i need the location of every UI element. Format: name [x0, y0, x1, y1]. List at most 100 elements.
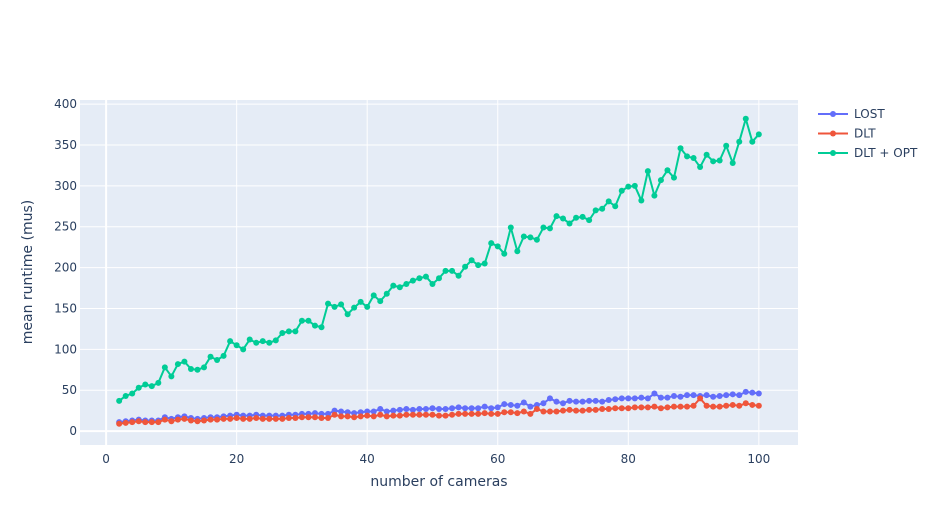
data-point-dlt [546, 408, 553, 415]
data-point-dlt-opt [710, 158, 717, 165]
data-point-lost [338, 408, 345, 415]
data-point-dlt [416, 411, 423, 418]
data-point-lost [560, 400, 567, 407]
data-point-lost [664, 394, 671, 401]
data-point-dlt-opt [383, 290, 390, 297]
data-point-dlt-opt [520, 233, 527, 240]
data-point-dlt-opt [142, 381, 149, 388]
data-point-dlt [246, 415, 253, 422]
data-point-dlt [168, 418, 175, 425]
y-tick-label: 150 [54, 301, 77, 315]
data-point-dlt-opt [370, 292, 377, 299]
data-point-dlt [161, 416, 168, 423]
data-point-lost [546, 395, 553, 402]
data-point-dlt-opt [566, 220, 573, 227]
data-point-dlt-opt [579, 213, 586, 220]
data-point-lost [644, 395, 651, 402]
data-point-dlt [331, 411, 338, 418]
data-point-dlt [560, 407, 567, 414]
series-dlt-opt [116, 115, 762, 404]
data-point-dlt [507, 409, 514, 416]
data-point-dlt-opt [723, 142, 730, 149]
data-point-dlt [298, 414, 305, 421]
data-point-dlt-opt [742, 115, 749, 122]
data-point-dlt [481, 410, 488, 417]
data-point-dlt-opt [351, 304, 358, 311]
data-point-dlt [201, 417, 208, 424]
data-point-dlt-opt [174, 361, 181, 368]
legend-label: LOST [854, 107, 885, 121]
data-point-dlt-opt [618, 187, 625, 194]
data-point-dlt [684, 403, 691, 410]
data-point-dlt [279, 415, 286, 422]
data-point-dlt-opt [755, 131, 762, 138]
data-point-dlt-opt [227, 338, 234, 345]
legend-item-lost[interactable]: LOST [818, 107, 885, 121]
data-point-lost [494, 404, 501, 411]
data-point-dlt [187, 417, 194, 424]
legend[interactable]: LOST DLT DLT + OPT [818, 107, 918, 160]
data-series [116, 115, 762, 427]
data-point-dlt [749, 401, 756, 408]
data-point-dlt-opt [364, 303, 371, 310]
x-tick-label: 20 [229, 452, 244, 466]
data-point-dlt-opt [155, 379, 162, 386]
data-point-dlt [174, 416, 181, 423]
data-point-dlt [272, 415, 279, 422]
data-point-dlt [573, 407, 580, 414]
data-point-dlt [501, 409, 508, 416]
data-point-dlt [396, 412, 403, 419]
plot-background [80, 100, 798, 445]
data-point-dlt-opt [161, 364, 168, 371]
data-point-lost [742, 388, 749, 395]
data-point-lost [442, 406, 449, 413]
data-point-dlt-opt [377, 298, 384, 305]
data-point-dlt [651, 403, 658, 410]
legend-label: DLT [854, 127, 876, 141]
y-tick-label: 50 [62, 383, 77, 397]
data-point-dlt [240, 415, 247, 422]
data-point-dlt [422, 411, 429, 418]
data-point-lost [631, 395, 638, 402]
data-point-dlt-opt [703, 151, 710, 158]
y-axis-title: mean runtime (mus) [20, 200, 36, 344]
data-point-dlt [390, 412, 397, 419]
data-point-lost [592, 397, 599, 404]
legend-item-dlt[interactable]: DLT [818, 127, 876, 141]
data-point-dlt-opt [631, 182, 638, 189]
legend-item-dlt-opt[interactable]: DLT + OPT [818, 146, 918, 160]
data-point-dlt-opt [285, 328, 292, 335]
data-point-dlt-opt [560, 215, 567, 222]
data-point-lost [455, 404, 462, 411]
data-point-dlt-opt [338, 301, 345, 308]
data-point-dlt-opt [168, 373, 175, 380]
data-point-dlt-opt [651, 192, 658, 199]
data-point-dlt [690, 402, 697, 409]
data-point-dlt-opt [449, 267, 456, 274]
data-point-dlt [533, 406, 540, 413]
data-point-dlt-opt [429, 280, 436, 287]
data-point-dlt-opt [272, 337, 279, 344]
data-point-lost [520, 399, 527, 406]
data-point-dlt-opt [573, 214, 580, 221]
data-point-dlt-opt [664, 167, 671, 174]
data-point-dlt-opt [736, 138, 743, 145]
data-point-dlt [305, 414, 312, 421]
data-point-dlt [488, 410, 495, 417]
data-point-lost [625, 395, 632, 402]
y-axis-ticks: 0 50 100 150 200 250 300 350 400 [54, 97, 77, 438]
data-point-dlt [592, 406, 599, 413]
y-tick-label: 250 [54, 220, 77, 234]
data-point-lost [540, 400, 547, 407]
data-point-dlt [455, 410, 462, 417]
data-point-dlt-opt [540, 224, 547, 231]
data-point-dlt-opt [266, 339, 273, 346]
data-point-dlt [710, 403, 717, 410]
data-point-dlt [122, 419, 129, 426]
data-point-dlt [442, 412, 449, 419]
data-point-lost [736, 392, 743, 399]
data-point-lost [651, 390, 658, 397]
data-point-lost [729, 391, 736, 398]
data-point-lost [749, 389, 756, 396]
data-point-dlt [449, 411, 456, 418]
